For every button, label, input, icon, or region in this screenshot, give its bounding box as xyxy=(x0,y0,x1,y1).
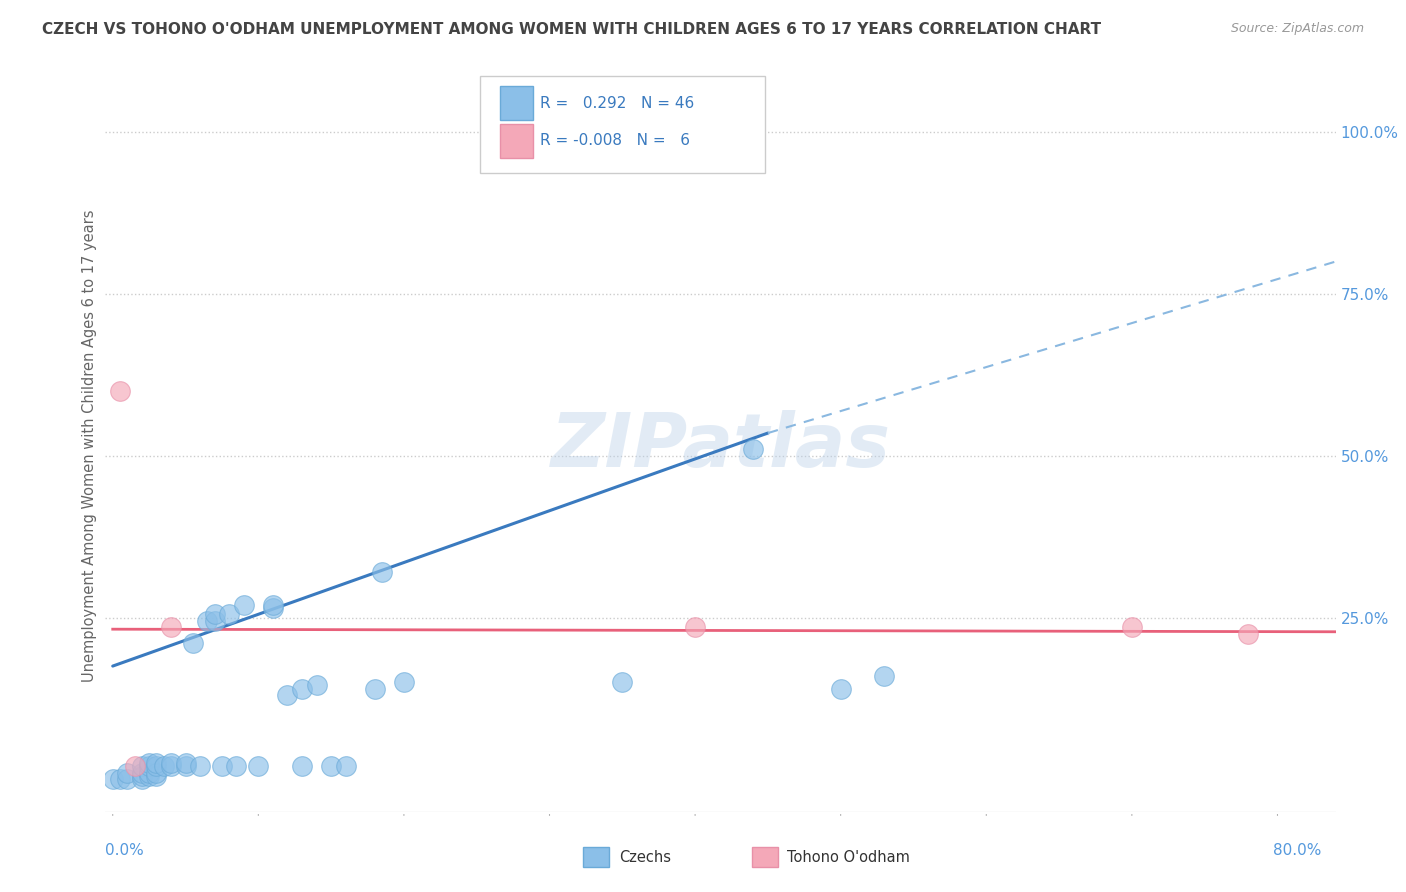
Point xyxy=(742,442,765,457)
Point xyxy=(291,759,314,773)
Point xyxy=(181,636,204,650)
Point xyxy=(1237,626,1260,640)
Point xyxy=(145,756,167,771)
Point xyxy=(232,598,254,612)
Point xyxy=(138,769,160,783)
Point xyxy=(335,759,357,773)
Point xyxy=(131,765,153,780)
Point xyxy=(247,759,270,773)
Point xyxy=(873,669,896,683)
Point xyxy=(364,681,387,696)
Point xyxy=(124,759,146,773)
Point xyxy=(262,600,284,615)
Point xyxy=(160,620,183,634)
Text: R =   0.292   N = 46: R = 0.292 N = 46 xyxy=(540,95,695,111)
Point xyxy=(195,614,218,628)
Point xyxy=(291,681,314,696)
Point xyxy=(108,772,131,787)
Point xyxy=(131,759,153,773)
Text: 0.0%: 0.0% xyxy=(105,843,145,858)
Point xyxy=(1121,620,1143,634)
Point xyxy=(211,759,233,773)
Point xyxy=(371,566,394,580)
Point xyxy=(612,675,634,690)
Text: 80.0%: 80.0% xyxy=(1274,843,1322,858)
Y-axis label: Unemployment Among Women with Children Ages 6 to 17 years: Unemployment Among Women with Children A… xyxy=(82,210,97,682)
Point xyxy=(138,759,160,773)
Point xyxy=(683,620,706,634)
Point xyxy=(117,765,139,780)
Point xyxy=(160,756,183,771)
Point xyxy=(321,759,343,773)
Point xyxy=(138,765,160,780)
Point xyxy=(225,759,247,773)
Point xyxy=(152,759,174,773)
Point xyxy=(101,772,124,787)
Text: R = -0.008   N =   6: R = -0.008 N = 6 xyxy=(540,133,690,148)
Point xyxy=(276,688,298,702)
Point xyxy=(262,598,284,612)
Point xyxy=(174,759,197,773)
Point xyxy=(131,769,153,783)
Point xyxy=(131,772,153,787)
Point xyxy=(830,681,852,696)
Text: ZIPatlas: ZIPatlas xyxy=(551,409,890,483)
Point xyxy=(204,614,226,628)
Text: Tohono O'odham: Tohono O'odham xyxy=(787,850,910,864)
Text: Czechs: Czechs xyxy=(619,850,671,864)
Point xyxy=(174,756,197,771)
Text: Source: ZipAtlas.com: Source: ZipAtlas.com xyxy=(1230,22,1364,36)
Point xyxy=(305,678,328,692)
Point xyxy=(392,675,415,690)
Point xyxy=(117,772,139,787)
Point xyxy=(145,759,167,773)
Text: CZECH VS TOHONO O'ODHAM UNEMPLOYMENT AMONG WOMEN WITH CHILDREN AGES 6 TO 17 YEAR: CZECH VS TOHONO O'ODHAM UNEMPLOYMENT AMO… xyxy=(42,22,1101,37)
Point xyxy=(145,769,167,783)
Point xyxy=(188,759,211,773)
Point xyxy=(218,607,240,622)
Point xyxy=(108,384,131,398)
Point xyxy=(204,607,226,622)
Point xyxy=(145,765,167,780)
Point xyxy=(160,759,183,773)
Point xyxy=(138,756,160,771)
